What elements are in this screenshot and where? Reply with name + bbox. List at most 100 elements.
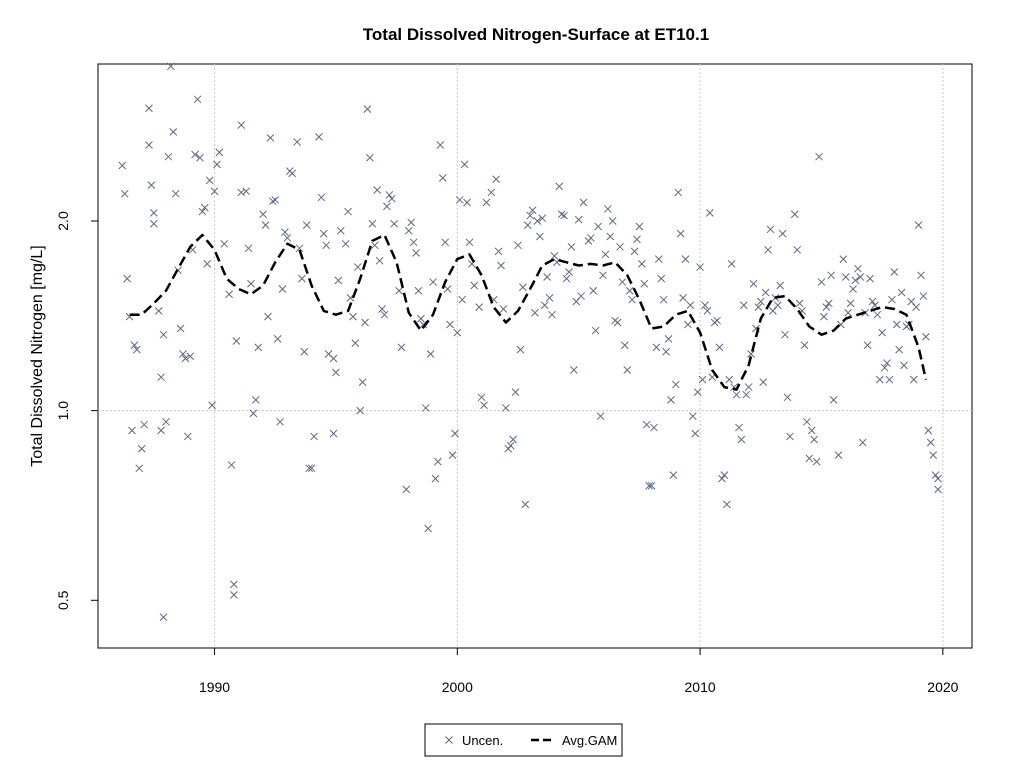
data-point [458,295,467,304]
data-point [657,274,666,283]
data-point [475,303,484,311]
data-point [307,464,316,473]
data-point [373,186,382,194]
data-point [412,249,420,257]
data-point [888,295,896,304]
data-point [145,141,153,149]
data-point [424,524,433,533]
data-point [448,451,457,459]
data-point [633,235,641,244]
data-point [922,332,930,341]
data-point [502,404,510,412]
data-point [499,305,508,313]
data-point [390,219,399,228]
data-point [747,350,755,358]
data-point [366,153,374,162]
data-point [271,196,280,204]
data-point [858,438,867,447]
data-point [698,375,707,384]
data-point [567,242,576,251]
data-point [247,279,255,288]
data-point [662,347,670,356]
data-point [332,368,340,377]
data-point [261,221,270,229]
data-point [786,432,794,441]
data-point [737,435,746,444]
data-point [322,241,331,250]
data-point [919,292,928,300]
data-point [769,307,777,315]
data-points [118,62,942,622]
data-point [356,406,365,415]
data-point [135,464,144,473]
data-point [254,343,263,352]
data-point [298,274,306,283]
data-point [562,274,571,283]
grid-lines [98,64,972,648]
data-point [404,226,413,235]
data-point [538,214,547,223]
data-point [249,409,258,418]
data-point [829,396,838,404]
data-point [555,182,564,191]
data-point [608,217,617,225]
data-point [414,286,423,295]
legend-label-gam: Avg.GAM [562,733,617,748]
data-point [725,375,734,384]
data-point [225,290,233,299]
data-point [528,206,537,215]
data-point [368,219,377,228]
data-point [715,343,724,352]
data-point [276,417,284,426]
data-point [441,238,450,247]
data-point [773,301,782,310]
data-point [497,261,505,270]
data-point [846,299,855,308]
data-point [132,345,141,354]
data-point [438,174,447,182]
data-point [145,104,153,113]
data-point [317,193,326,202]
data-point [917,271,925,280]
data-point [603,205,612,213]
data-point [166,62,175,71]
data-point [157,373,165,382]
data-point [176,324,185,333]
data-point [171,189,180,198]
chart-title: Total Dissolved Nitrogen-Surface at ET10… [363,25,709,44]
data-point [363,105,372,114]
data-point [455,196,464,204]
data-point [429,278,437,286]
data-point [650,423,658,432]
data-point [227,461,236,469]
data-point [732,390,741,399]
data-point [273,335,282,343]
data-point [854,264,862,273]
data-point [295,244,304,253]
data-point [579,198,588,207]
data-point [123,274,131,283]
data-point [654,255,663,263]
data-point [565,268,573,276]
data-point [548,310,556,319]
data-point [329,429,338,438]
data-point [353,263,362,271]
data-point [681,255,690,263]
data-point [470,281,479,290]
data-point [620,341,629,350]
data-point [931,471,940,479]
data-point [487,188,496,197]
data-point [237,121,246,129]
data-point [288,169,297,178]
legend-symbol-uncen [445,736,453,744]
data-point [118,161,127,170]
data-point [465,238,474,247]
data-point [880,363,889,372]
data-point [191,150,199,159]
data-point [543,273,551,281]
data-point [722,500,731,509]
data-point [616,242,624,251]
data-point [883,359,891,367]
data-point [744,383,753,391]
